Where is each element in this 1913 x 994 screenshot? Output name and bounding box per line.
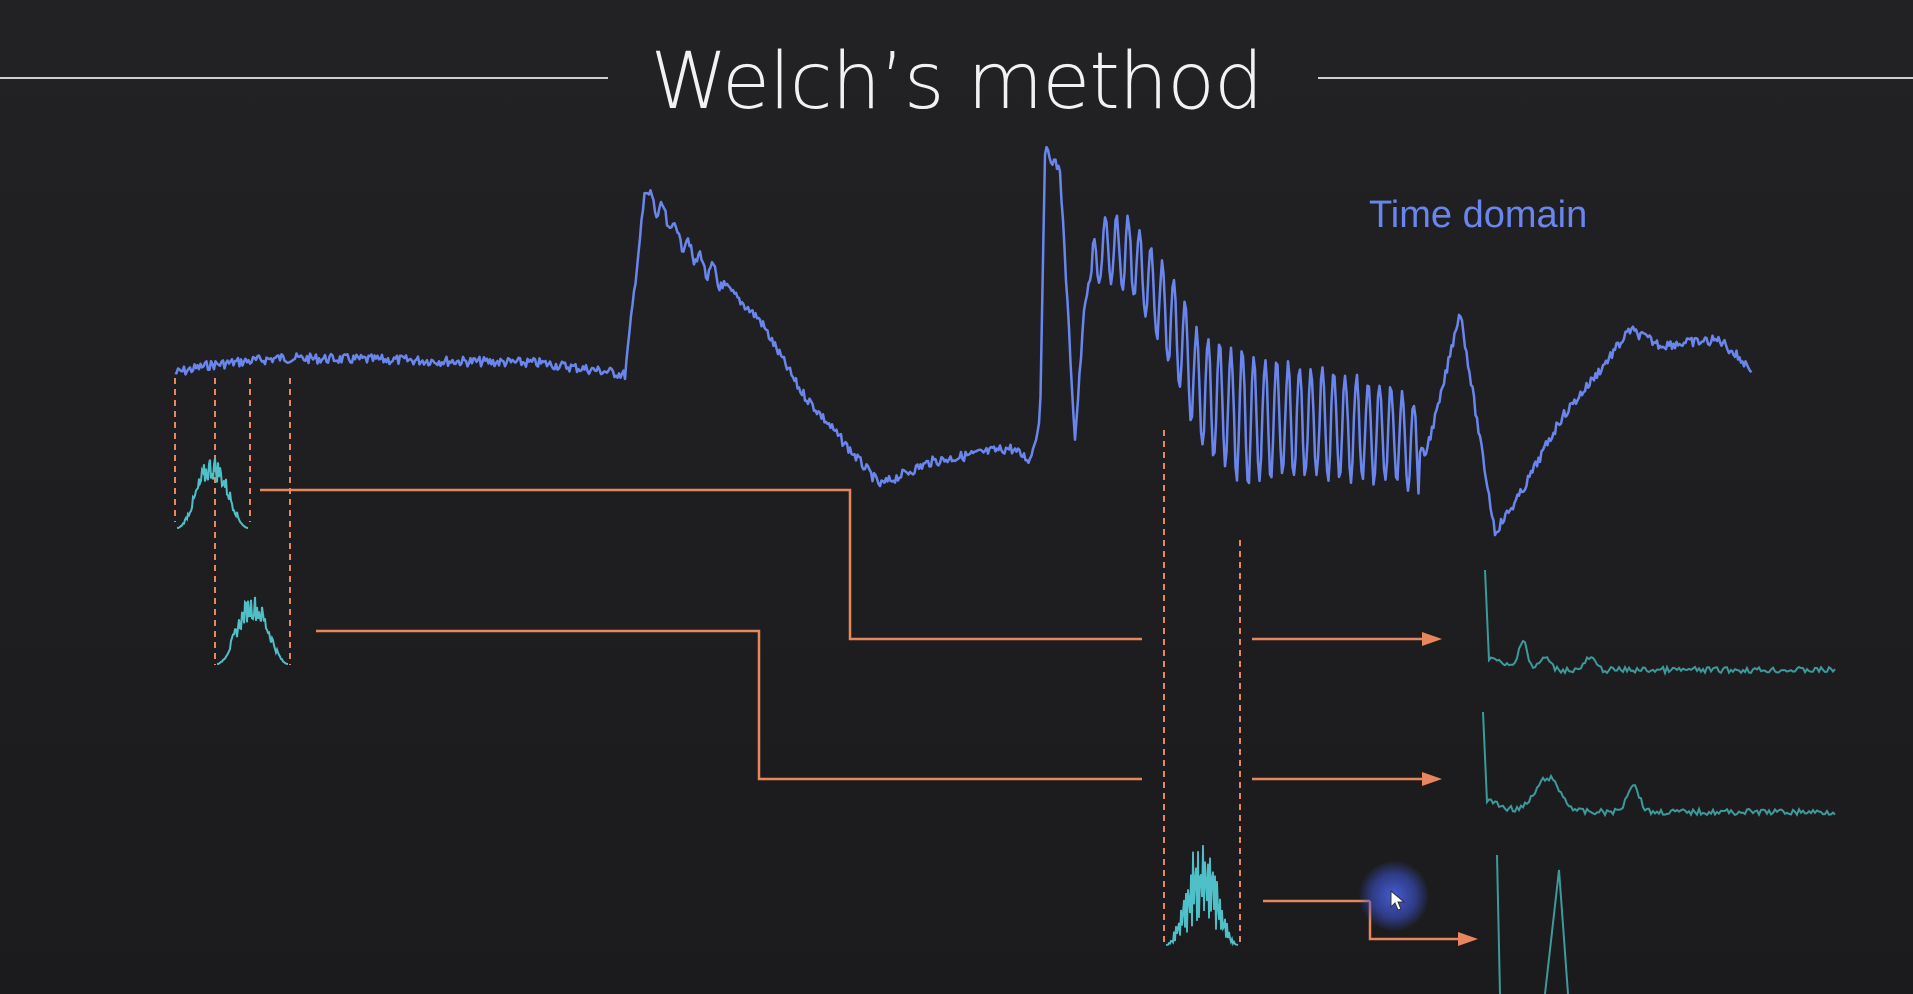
time-domain-label: Time domain xyxy=(1369,194,1588,236)
windowed-segment-1 xyxy=(176,457,249,529)
connector-2 xyxy=(316,629,1142,781)
window-boundaries-1 xyxy=(174,378,251,522)
power-spectrum-3-peak xyxy=(1544,869,1569,994)
arrow-1-head xyxy=(1422,632,1442,646)
power-spectrum-2 xyxy=(1482,711,1836,818)
cursor-icon xyxy=(1390,890,1406,911)
slide-title: Welch’s method xyxy=(650,37,1264,127)
arrow-2-head xyxy=(1422,772,1442,786)
title-rule-left xyxy=(0,77,608,79)
power-spectrum-1 xyxy=(1484,569,1836,677)
connector-1 xyxy=(260,488,1142,641)
window-boundaries-2 xyxy=(214,378,291,665)
window-boundaries-3 xyxy=(1163,430,1241,945)
time-domain-signal xyxy=(174,145,1753,537)
windowed-segment-3 xyxy=(1165,845,1239,947)
title-rule-right xyxy=(1318,77,1913,79)
power-spectrum-3 xyxy=(1496,854,1501,994)
arrow-3-head xyxy=(1458,932,1478,946)
windowed-segment-2 xyxy=(216,596,289,665)
